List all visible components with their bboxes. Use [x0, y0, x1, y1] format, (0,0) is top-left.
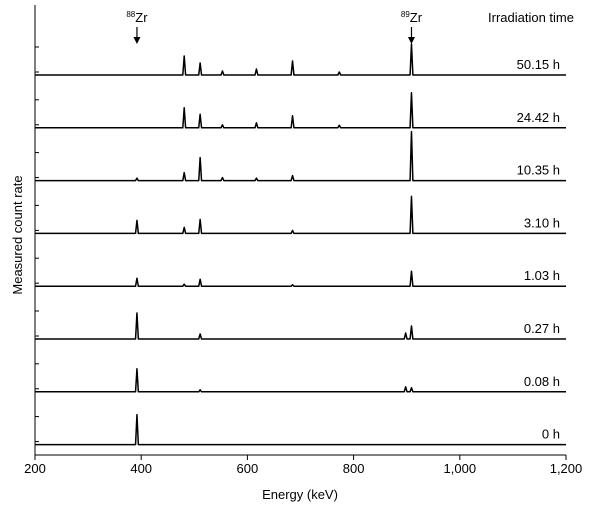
x-axis-tick-labels: 200 400 600 800 1,000 1,200 [24, 461, 582, 476]
x-tick-label: 600 [237, 461, 259, 476]
series-label: 0.08 h [524, 374, 560, 389]
spectra [35, 43, 566, 446]
isotope-mass: 89 [401, 10, 410, 19]
y-axis-label: Measured count rate [10, 175, 25, 294]
spectrum-line [35, 92, 566, 129]
spectrum-line [35, 368, 566, 393]
spectrum-line [35, 312, 566, 340]
spectrum-line [35, 270, 566, 287]
series-label: 24.42 h [517, 110, 560, 125]
spectrum-line [35, 130, 566, 182]
legend-title: Irradiation time [488, 10, 574, 25]
y-minor-ticks [35, 46, 39, 443]
series-label: 0 h [542, 427, 560, 442]
x-axis-label: Energy (keV) [262, 487, 338, 502]
spectrum-line [35, 413, 566, 446]
series-label: 3.10 h [524, 215, 560, 230]
x-tick-label: 200 [24, 461, 46, 476]
series-labels: 50.15 h 24.42 h 10.35 h 3.10 h 1.03 h 0.27 h 0… [517, 57, 560, 442]
peak-annotations: 88Zr 89Zr [126, 10, 423, 44]
arrow-head [133, 37, 141, 44]
isotope-mass: 88 [126, 10, 135, 19]
x-tick-label: 400 [130, 461, 152, 476]
x-tick-label: 1,200 [550, 461, 583, 476]
spectrum-line [35, 43, 566, 76]
isotope-annotation: 88Zr [126, 10, 148, 44]
plot-frame [34, 5, 566, 456]
arrow-head [407, 37, 415, 44]
isotope-label: 88Zr [126, 10, 148, 25]
series-label: 10.35 h [517, 163, 560, 178]
x-axis-ticks [34, 455, 567, 460]
spectrum-line [35, 195, 566, 235]
isotope-element: Zr [410, 10, 423, 25]
series-label: 0.27 h [524, 321, 560, 336]
isotope-label: 89Zr [401, 10, 423, 25]
isotope-element: Zr [135, 10, 148, 25]
isotope-annotation: 89Zr [401, 10, 423, 44]
series-label: 50.15 h [517, 57, 560, 72]
series-label: 1.03 h [524, 268, 560, 283]
x-tick-label: 800 [343, 461, 365, 476]
x-tick-label: 1,000 [444, 461, 477, 476]
